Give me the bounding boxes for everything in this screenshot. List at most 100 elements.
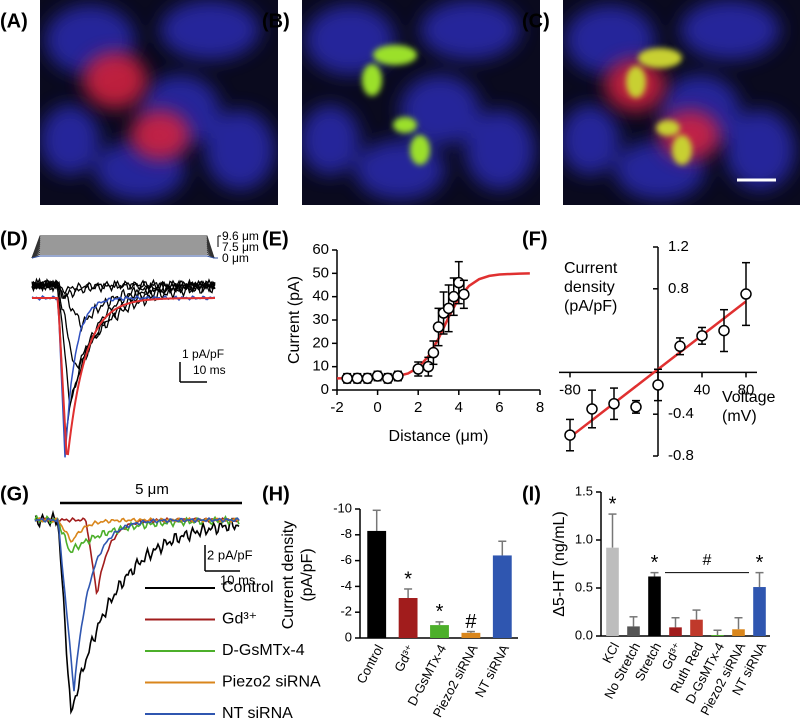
bar xyxy=(627,626,640,636)
legend-label: Control xyxy=(222,579,274,596)
panel-label: (G) xyxy=(0,483,29,505)
y-tick-label: -6 xyxy=(340,552,352,567)
data-point xyxy=(458,288,470,301)
bracket-label: # xyxy=(703,552,712,569)
significance-marker: * xyxy=(756,552,764,574)
y-axis-title: Current (pA) xyxy=(286,276,303,364)
x-tick-label: 0 xyxy=(373,399,381,416)
data-point xyxy=(432,321,445,333)
stimulus-step xyxy=(31,255,218,259)
data-point xyxy=(453,276,465,289)
x-tick-label: 8 xyxy=(536,399,544,416)
x-tick-label: -80 xyxy=(559,381,581,398)
trace xyxy=(31,277,216,333)
panel-label: (B) xyxy=(262,10,290,32)
trace xyxy=(31,279,216,296)
data-point xyxy=(442,302,455,315)
bar xyxy=(430,625,449,638)
data-point xyxy=(608,398,620,410)
bar xyxy=(690,619,703,636)
stimulus-label: 0 μm xyxy=(222,251,249,265)
bar xyxy=(711,635,724,636)
data-point xyxy=(392,370,404,382)
x-tick-label: 40 xyxy=(694,381,711,398)
micrograph-a xyxy=(40,0,278,205)
f-y-label: Current density (pA/pF) xyxy=(564,260,618,315)
x-tick-label: 80 xyxy=(738,381,755,398)
data-point xyxy=(427,346,440,359)
y-tick-label: 60 xyxy=(312,241,329,258)
micrograph-c xyxy=(563,0,800,205)
y-tick-label: -10 xyxy=(333,500,352,515)
y-tick-label: 30 xyxy=(312,311,329,328)
significance-marker: * xyxy=(436,601,444,623)
y-tick-label: -0.8 xyxy=(668,447,694,464)
y-tick-label: 10 xyxy=(312,358,329,375)
data-point xyxy=(341,372,353,385)
data-point xyxy=(422,360,435,373)
trace xyxy=(34,509,240,715)
bar xyxy=(732,629,745,636)
f-x-label: Voltage (mV) xyxy=(722,389,776,425)
x-tick-label: Control xyxy=(353,642,386,686)
scale-label: 1 pA/pF xyxy=(182,347,224,361)
panel-label: (I) xyxy=(522,483,541,505)
x-tick-label: Gd³⁺ xyxy=(391,642,418,674)
data-point xyxy=(371,370,384,382)
y-tick-label: 1.2 xyxy=(668,238,689,255)
data-point xyxy=(586,403,598,415)
data-point xyxy=(351,372,364,385)
stimulus-label: 9.6 μm xyxy=(222,229,259,243)
x-tick-label: 4 xyxy=(455,399,463,416)
scale-label: 10 ms xyxy=(220,572,256,587)
data-point xyxy=(740,288,752,300)
data-point xyxy=(361,372,374,385)
panel-label: (E) xyxy=(262,228,289,250)
y-tick-label: 0.0 xyxy=(575,627,593,642)
y-tick-label: 1.5 xyxy=(575,483,593,498)
y-tick-label: 0.5 xyxy=(575,579,593,594)
data-point xyxy=(412,363,424,375)
trace xyxy=(32,297,215,456)
legend-label: D-GsMTx-4 xyxy=(222,642,305,659)
data-point xyxy=(447,290,460,303)
x-tick-label: 6 xyxy=(495,399,503,416)
bar xyxy=(606,547,619,636)
stimulus-step xyxy=(31,235,218,259)
bar xyxy=(367,530,387,638)
scale-label: 10 ms xyxy=(193,363,226,377)
bar xyxy=(669,627,682,636)
trace xyxy=(31,277,216,370)
data-point xyxy=(718,324,730,337)
bar xyxy=(398,598,418,638)
panel-label: (F) xyxy=(522,228,548,250)
panel-label: (H) xyxy=(262,483,290,505)
bar xyxy=(753,587,766,636)
stimulus-label: 5 μm xyxy=(135,481,169,498)
x-axis-title: Distance (μm) xyxy=(389,428,489,445)
y-tick-label: 0 xyxy=(321,381,329,398)
data-point xyxy=(382,372,394,385)
legend-label: NT siRNA xyxy=(222,705,293,722)
y-tick-label: 1.0 xyxy=(575,531,593,546)
bar xyxy=(461,632,481,638)
y-tick-label: -2 xyxy=(340,604,352,619)
stimulus-step xyxy=(31,239,218,259)
x-tick-label: -2 xyxy=(330,399,343,416)
legend-label: Gd³⁺ xyxy=(222,611,257,628)
trace xyxy=(34,516,240,692)
data-point xyxy=(652,379,664,391)
legend-label: Piezo2 siRNA xyxy=(222,674,321,691)
micrograph-b xyxy=(302,0,540,205)
y-tick-label: 20 xyxy=(312,334,329,351)
y-tick-label: 50 xyxy=(312,264,329,281)
y-tick-label: 0.8 xyxy=(668,280,689,297)
h-y-label: Current density (pA/pF) xyxy=(280,520,316,630)
data-point xyxy=(630,401,642,413)
panel-label: (A) xyxy=(0,10,28,32)
y-tick-label: -0.4 xyxy=(668,405,694,422)
stimulus-label: 7.5 μm xyxy=(222,240,259,254)
panel-label: (D) xyxy=(0,228,28,250)
